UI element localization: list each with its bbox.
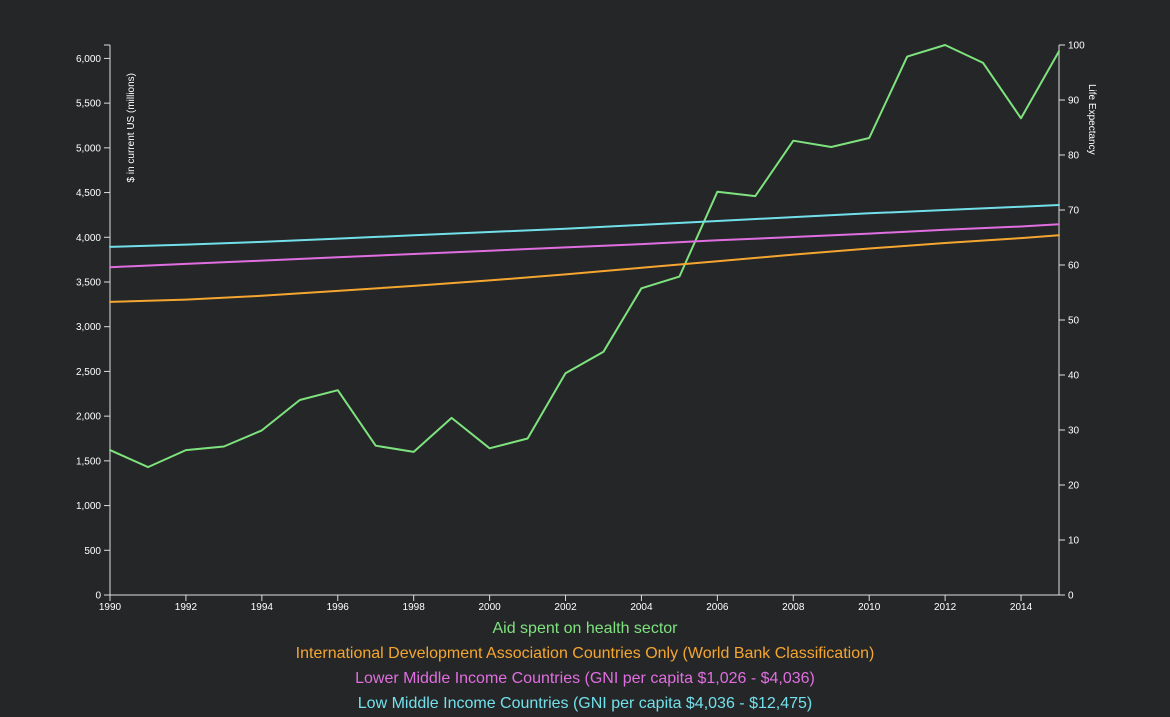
x-tick-label: 2008 [782,602,805,613]
x-tick-label: 1994 [251,602,274,613]
y-left-tick-label: 3,500 [76,277,101,288]
y-right-tick-label: 100 [1068,41,1085,52]
y-left-tick-label: 1,000 [76,501,101,512]
y-left-tick-label: 6,000 [76,54,101,65]
x-tick-label: 1992 [175,602,198,613]
y-right-axis-title: Life Expectancy [1086,84,1097,155]
series-line-2 [109,223,1060,269]
legend-item-lower-middle-income[interactable]: Lower Middle Income Countries (GNI per c… [355,670,815,687]
series-line-0 [109,44,1060,469]
y-right-tick-label: 40 [1068,371,1080,382]
line-chart: 05001,0001,5002,0002,5003,0003,5004,0004… [76,41,1097,614]
y-left-tick-label: 5,000 [76,143,101,154]
x-tick-label: 2006 [706,602,729,613]
x-tick-label: 1996 [327,602,350,613]
y-right-tick-label: 80 [1068,151,1080,162]
x-tick-label: 2002 [554,602,577,613]
y-left-tick-label: 2,000 [76,412,101,423]
y-left-tick-label: 0 [95,591,101,602]
y-left-tick-label: 4,500 [76,188,101,199]
legend-item-aid-health[interactable]: Aid spent on health sector [492,620,678,637]
legend: Aid spent on health sector International… [0,616,1170,716]
x-tick-label: 2000 [478,602,501,613]
y-left-tick-label: 4,000 [76,233,101,244]
series-line-1 [109,234,1060,303]
x-tick-label: 2004 [630,602,653,613]
y-right-tick-label: 50 [1068,316,1080,327]
y-left-tick-label: 500 [84,546,101,557]
y-right-tick-label: 10 [1068,536,1080,547]
y-right-tick-label: 20 [1068,481,1080,492]
x-tick-label: 2010 [858,602,881,613]
y-left-tick-label: 2,500 [76,367,101,378]
y-right-tick-label: 90 [1068,96,1080,107]
x-tick-label: 2014 [1010,602,1033,613]
y-left-axis-title: $ in current US (millions) [126,73,137,182]
x-tick-label: 2012 [934,602,957,613]
y-right-tick-label: 70 [1068,206,1080,217]
y-right-tick-label: 30 [1068,426,1080,437]
y-right-tick-label: 60 [1068,261,1080,272]
legend-item-low-middle-income[interactable]: Low Middle Income Countries (GNI per cap… [357,695,813,712]
y-left-tick-label: 5,500 [76,99,101,110]
y-left-tick-label: 1,500 [76,456,101,467]
y-left-tick-label: 3,000 [76,322,101,333]
x-tick-label: 1990 [99,602,122,613]
y-right-tick-label: 0 [1068,591,1074,602]
x-tick-label: 1998 [403,602,426,613]
legend-item-ida-countries[interactable]: International Development Association Co… [295,645,875,662]
series-line-3 [109,204,1060,248]
